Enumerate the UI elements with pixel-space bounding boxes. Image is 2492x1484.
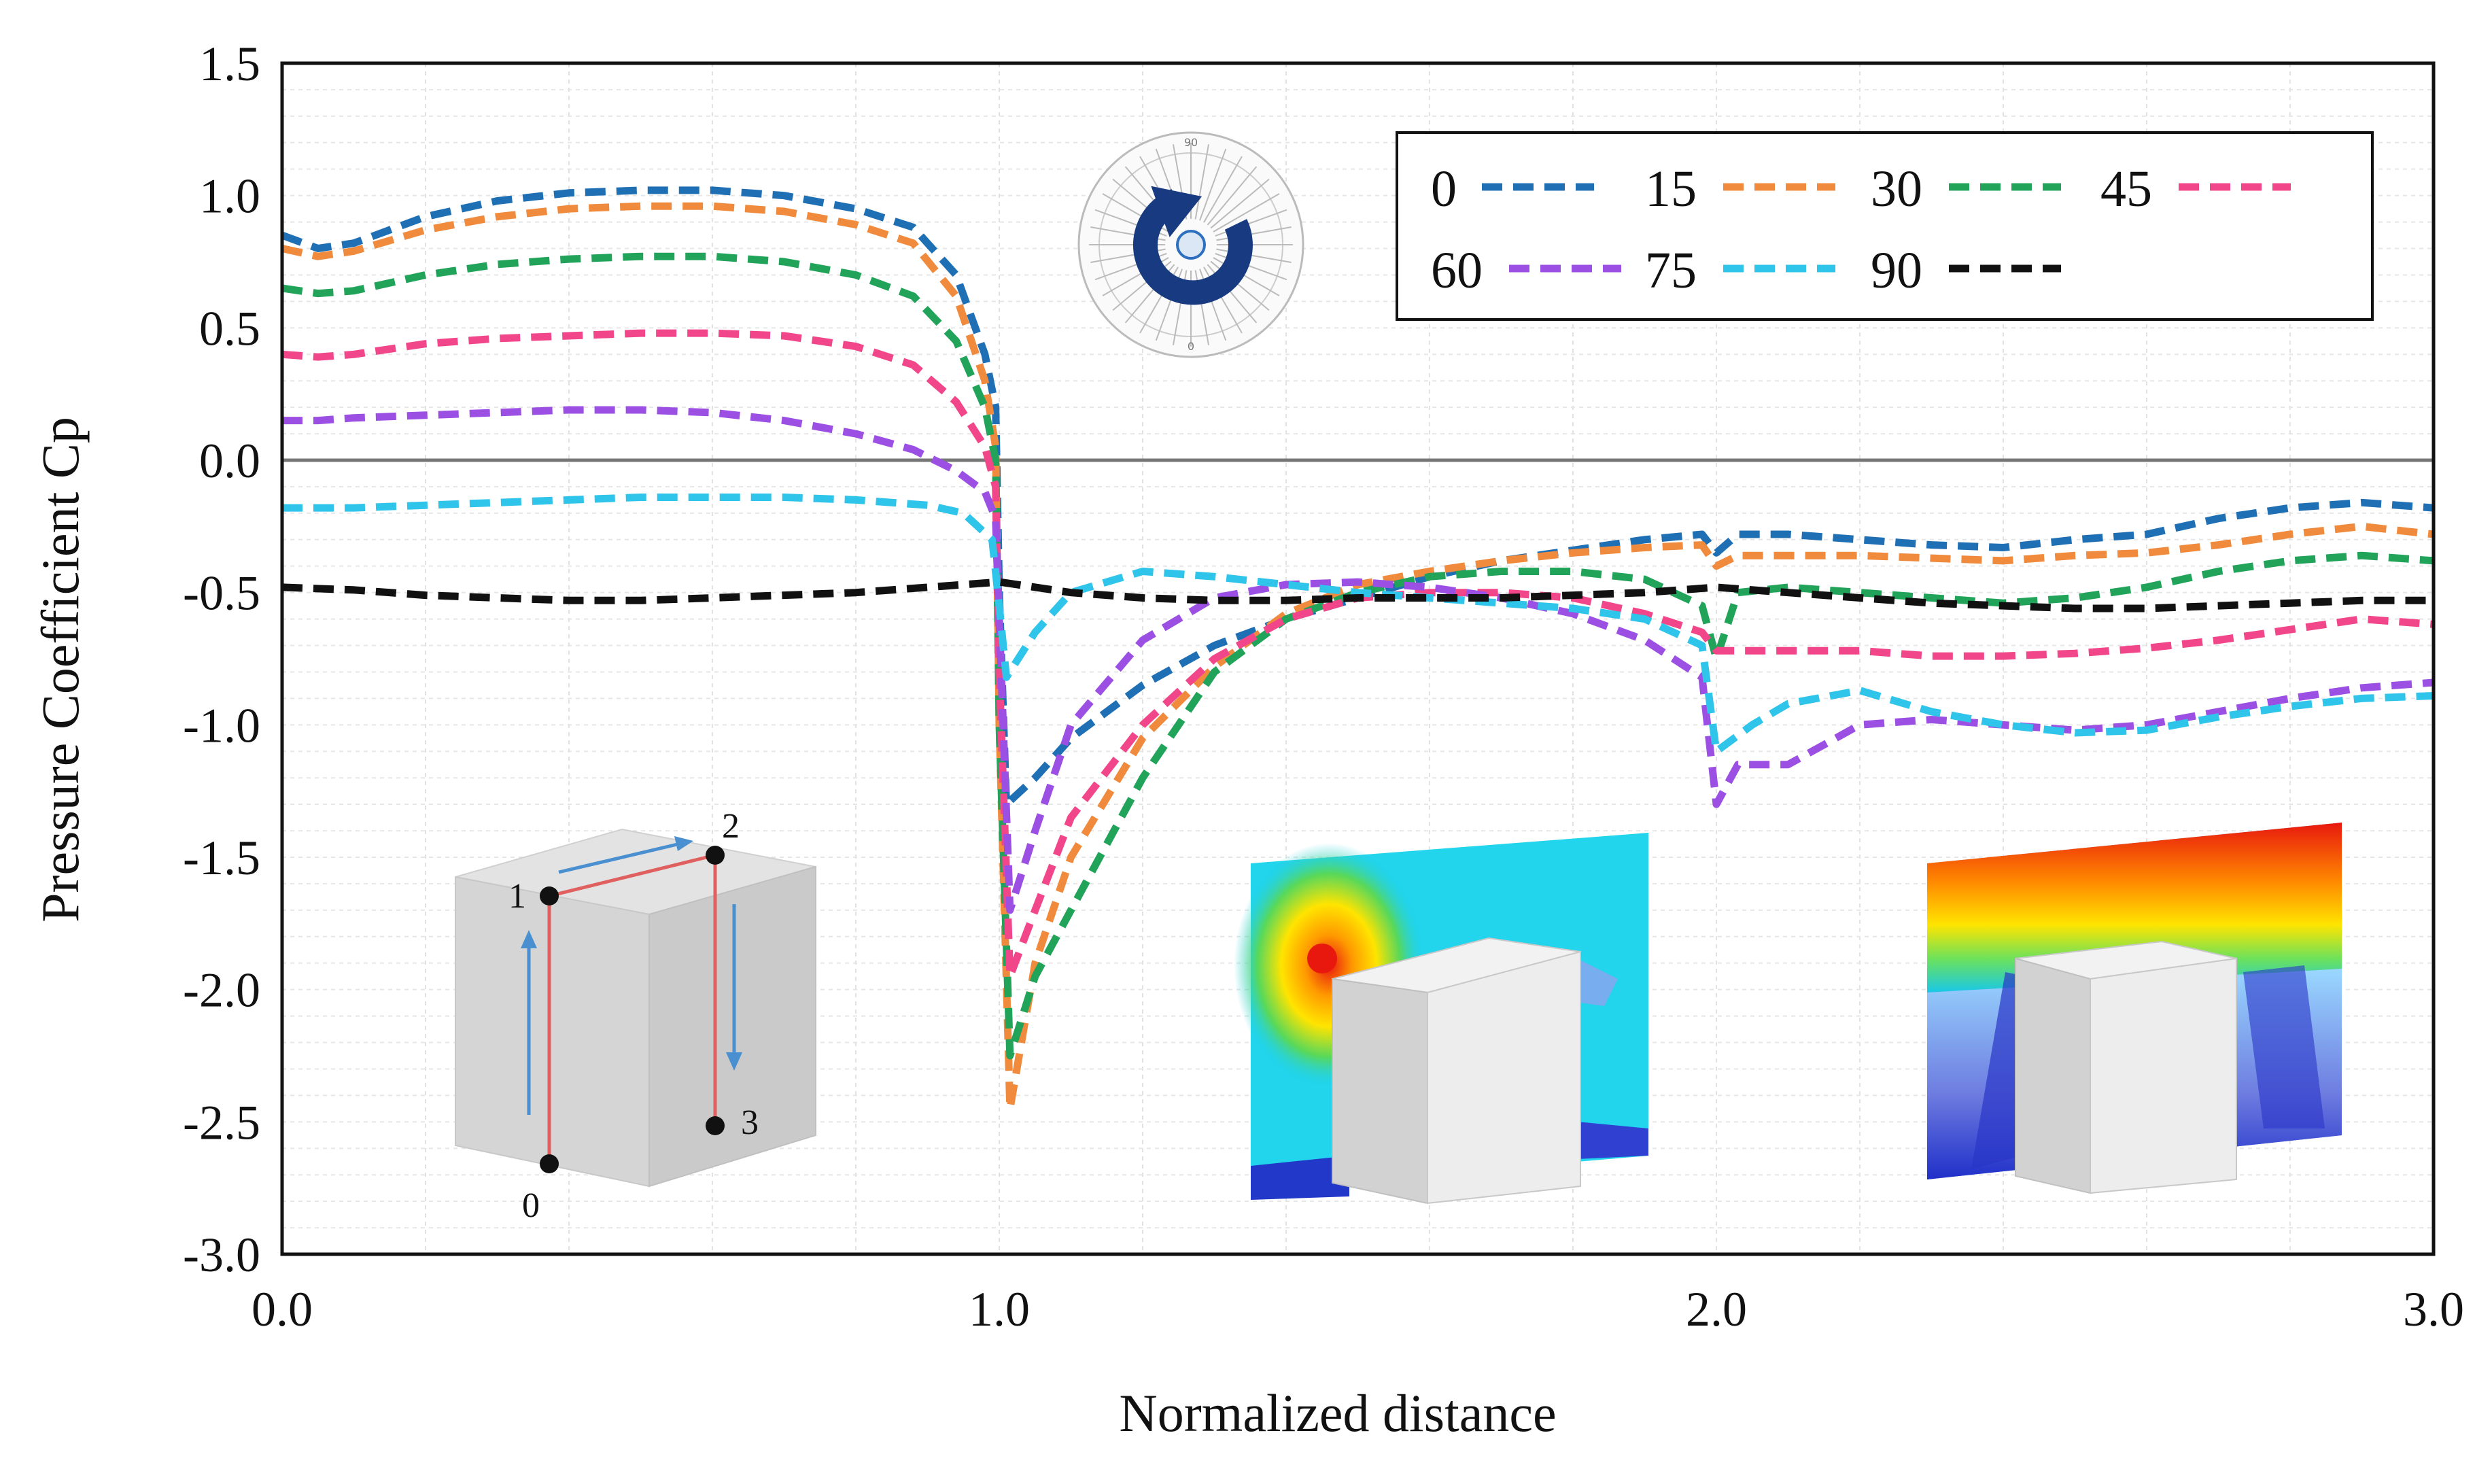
dial-label-bottom: 0: [1188, 340, 1194, 353]
y-tick-label: -0.5: [183, 566, 260, 621]
dial-tick: [1213, 193, 1280, 232]
legend-label-60: 60: [1431, 242, 1483, 299]
contour-inset-1: [1234, 833, 1648, 1205]
dial-tick: [1199, 148, 1227, 221]
series-line-90: [281, 578, 2434, 612]
series-line-60: [282, 406, 2434, 914]
path-point-0: [540, 1154, 559, 1173]
y-tick-label: -1.5: [183, 831, 260, 885]
x-tick-label: 1.0: [969, 1282, 1030, 1336]
path-point-2: [706, 846, 725, 865]
legend-label-15: 15: [1645, 160, 1697, 218]
y-tick-label: 0.0: [199, 434, 260, 488]
y-axis-title: Pressure Coefficient Cp: [31, 417, 90, 922]
legend: 0 15 30 45 60 75 90: [1396, 131, 2374, 321]
contour-inset-2: [1927, 823, 2342, 1194]
series-line-45: [281, 329, 2434, 980]
legend-label-30: 30: [1871, 160, 1922, 218]
legend-label-75: 75: [1645, 242, 1697, 299]
path-label-1: 1: [508, 877, 526, 916]
series-line-30: [281, 252, 2434, 1060]
x-tick-label: 3.0: [2403, 1282, 2464, 1336]
series-line-75: [282, 494, 2434, 755]
wind-direction-dial: 90 0: [1077, 131, 1304, 358]
y-tick-labels: 1.5 1.0 0.5 0.0 -0.5 -1.0 -1.5 -2.0 -2.5 -3.0: [183, 37, 260, 1282]
path-point-1: [540, 886, 559, 905]
x-tick-label: 0.0: [252, 1282, 313, 1336]
series-layer: [281, 186, 2434, 1113]
y-tick-label: -2.5: [183, 1095, 260, 1150]
cube-path-inset: 0 1 2 3: [455, 807, 816, 1225]
y-tick-label: 1.5: [199, 37, 260, 91]
y-tick-label: -3.0: [183, 1228, 260, 1282]
dial-tick: [1203, 156, 1243, 223]
dial-tick: [1194, 144, 1210, 220]
dial-label-top: 90: [1184, 136, 1198, 149]
y-tick-label: 0.5: [199, 301, 260, 356]
legend-box: [1396, 131, 2374, 321]
x-axis-title: Normalized distance: [1119, 1383, 1556, 1443]
path-label-2: 2: [722, 807, 740, 846]
series-line-15: [281, 202, 2434, 1113]
dial-tick: [1207, 166, 1258, 226]
y-tick-label: 1.0: [199, 169, 260, 224]
path-point-3: [706, 1116, 725, 1135]
legend-label-90: 90: [1871, 242, 1922, 299]
x-tick-labels: 0.0 1.0 2.0 3.0: [252, 1282, 2464, 1336]
path-label-0: 0: [522, 1186, 540, 1225]
y-tick-label: -2.0: [183, 963, 260, 1018]
legend-label-0: 0: [1431, 160, 1457, 218]
dial-tick: [1210, 178, 1270, 229]
path-label-3: 3: [741, 1103, 759, 1142]
legend-label-45: 45: [2100, 160, 2152, 218]
series-line-0: [281, 186, 2434, 808]
y-tick-label: -1.0: [183, 698, 260, 753]
plot-frame: [280, 61, 2436, 1256]
x-tick-label: 2.0: [1686, 1282, 1747, 1336]
